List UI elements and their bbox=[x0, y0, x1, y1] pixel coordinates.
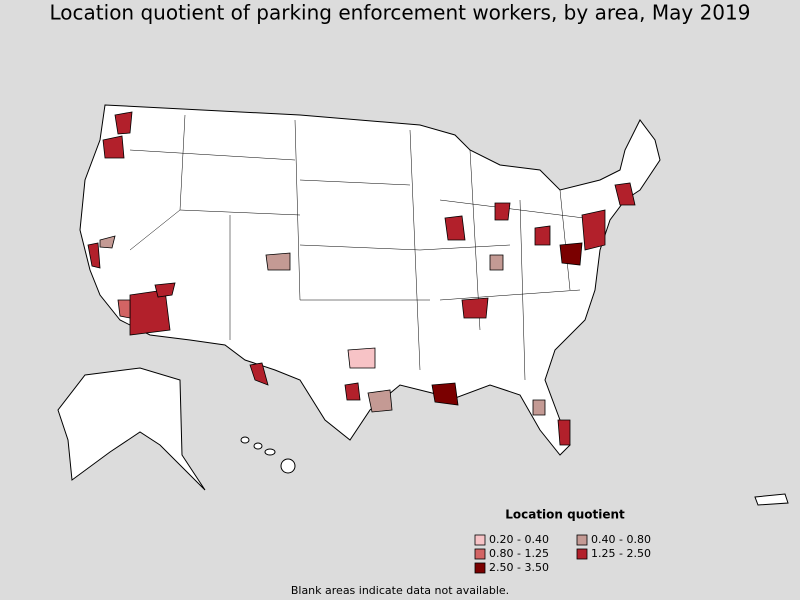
chicago-area bbox=[444, 215, 466, 241]
legend-label: 0.80 - 1.25 bbox=[489, 547, 549, 560]
legend-label: 0.40 - 0.80 bbox=[591, 533, 651, 546]
alaska bbox=[57, 367, 206, 491]
phoenix-area bbox=[129, 289, 171, 336]
legend-swatch bbox=[576, 548, 588, 560]
el-paso-area bbox=[249, 362, 269, 386]
legend-swatch bbox=[576, 534, 588, 546]
washington-area bbox=[559, 242, 583, 266]
miami-area bbox=[557, 419, 571, 446]
philadelphia-ny-area bbox=[581, 209, 606, 251]
detroit-area bbox=[494, 202, 511, 221]
seattle-area bbox=[114, 111, 133, 135]
los-angeles-area bbox=[117, 299, 131, 319]
legend-swatch bbox=[474, 548, 486, 560]
pittsburgh-area bbox=[534, 225, 551, 246]
dallas-area bbox=[347, 347, 376, 369]
houston-area bbox=[367, 389, 393, 413]
san-francisco-area bbox=[87, 242, 101, 269]
hawaii bbox=[240, 436, 296, 474]
sacramento-area bbox=[99, 235, 116, 249]
portland-area bbox=[102, 135, 125, 159]
footnote: Blank areas indicate data not available. bbox=[291, 584, 509, 597]
legend-swatch bbox=[474, 562, 486, 574]
legend-title: Location quotient bbox=[505, 508, 625, 522]
state-borders bbox=[129, 114, 601, 381]
legend-swatch bbox=[474, 534, 486, 546]
legend-label: 2.50 - 3.50 bbox=[489, 561, 549, 574]
map-title: Location quotient of parking enforcement… bbox=[50, 1, 751, 25]
tampa-area bbox=[532, 399, 546, 416]
prescott-area bbox=[154, 282, 176, 298]
denver-area bbox=[265, 252, 291, 271]
us-map bbox=[57, 104, 789, 506]
legend-label: 1.25 - 2.50 bbox=[591, 547, 651, 560]
legend: Location quotient 0.20 - 0.40 0.40 - 0.80… bbox=[474, 508, 651, 574]
louisville-area bbox=[489, 254, 504, 271]
new-orleans-area bbox=[431, 382, 459, 406]
legend-label: 0.20 - 0.40 bbox=[489, 533, 549, 546]
memphis-area bbox=[461, 297, 489, 319]
boston-area bbox=[614, 182, 636, 206]
puerto-rico bbox=[754, 493, 789, 506]
austin-area bbox=[344, 382, 361, 401]
